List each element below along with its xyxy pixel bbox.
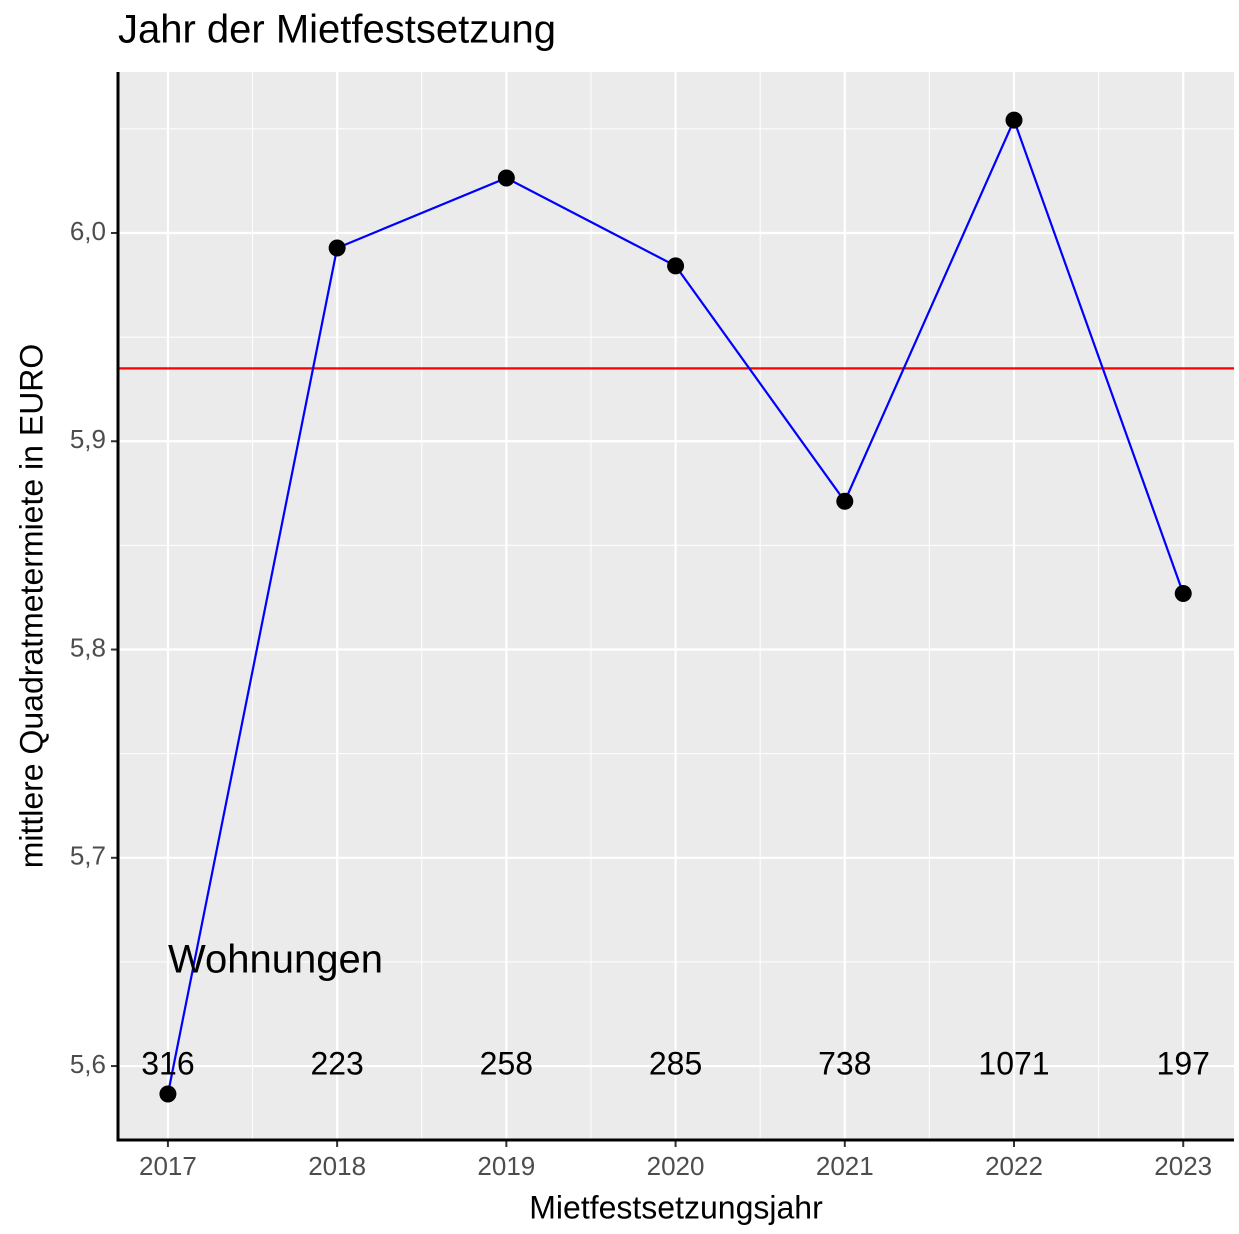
x-tick-label: 2020 <box>647 1151 705 1181</box>
data-point <box>1174 585 1192 603</box>
data-point <box>497 169 515 187</box>
annotation: Wohnungen <box>168 938 383 982</box>
y-tick-label: 6,0 <box>70 216 106 246</box>
y-axis-title: mittlere Quadratmetermiete in EURO <box>13 344 49 869</box>
x-tick-label: 2023 <box>1154 1151 1212 1181</box>
data-point <box>667 257 685 275</box>
count-label: 258 <box>480 1045 533 1081</box>
count-label: 1071 <box>978 1045 1049 1081</box>
x-tick-label: 2017 <box>139 1151 197 1181</box>
y-tick-label: 5,7 <box>70 841 106 871</box>
count-label: 223 <box>310 1045 363 1081</box>
count-label: 285 <box>649 1045 702 1081</box>
x-tick-label: 2022 <box>985 1151 1043 1181</box>
y-tick-label: 5,9 <box>70 424 106 454</box>
x-axis-title: Mietfestsetzungsjahr <box>529 1189 823 1225</box>
y-tick-label: 5,6 <box>70 1049 106 1079</box>
count-label: 197 <box>1157 1045 1210 1081</box>
data-point <box>1005 111 1023 129</box>
data-point <box>328 239 346 257</box>
y-tick-label: 5,8 <box>70 632 106 662</box>
data-point <box>159 1085 177 1103</box>
x-tick-label: 2019 <box>477 1151 535 1181</box>
count-label: 316 <box>141 1045 194 1081</box>
count-label: 738 <box>818 1045 871 1081</box>
x-tick-label: 2018 <box>308 1151 366 1181</box>
data-point <box>836 492 854 510</box>
x-tick-label: 2021 <box>816 1151 874 1181</box>
chart-title: Jahr der Mietfestsetzung <box>118 8 556 52</box>
